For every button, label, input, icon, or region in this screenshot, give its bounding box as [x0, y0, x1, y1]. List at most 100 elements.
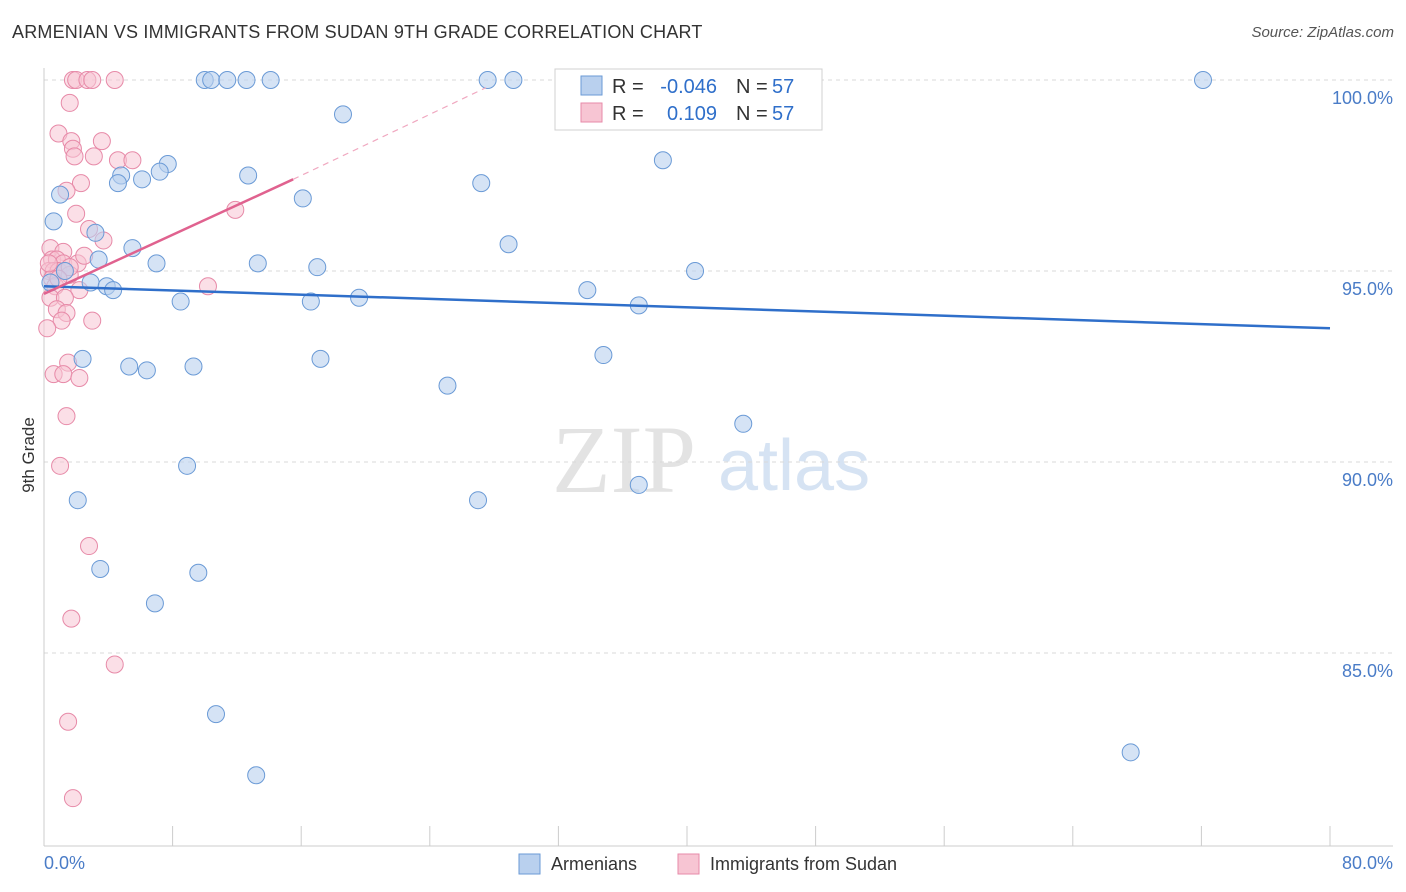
sudan-point	[105, 655, 124, 674]
sudan-point	[83, 71, 102, 89]
legend-n-label-1: N =	[736, 76, 768, 98]
sudan-point	[60, 93, 79, 112]
sudan-point	[123, 151, 142, 170]
armenians-point	[472, 174, 491, 193]
armenians-point	[499, 235, 518, 254]
armenians-point	[73, 349, 92, 368]
correlation-legend: R = -0.046 N = 57 R = 0.109 N = 57	[554, 68, 823, 131]
sudan-point	[52, 311, 71, 330]
sudan-point	[65, 147, 84, 166]
armenians-point	[108, 174, 127, 193]
trend-lines	[43, 87, 1331, 330]
armenians-trend-line	[43, 285, 1331, 330]
bottom-legend-swatch-sudan	[677, 853, 700, 875]
armenians-point	[438, 376, 457, 395]
armenians-point	[145, 594, 164, 613]
legend-n-value-1: 57	[772, 76, 794, 98]
armenians-point	[504, 71, 523, 89]
armenians-point	[55, 262, 74, 280]
armenians-point	[207, 705, 226, 724]
sudan-point	[70, 368, 89, 387]
armenians-point	[478, 71, 497, 89]
sudan-point	[59, 712, 78, 731]
armenians-point	[184, 357, 203, 376]
sudan-point	[67, 204, 86, 223]
armenians-point	[1121, 743, 1140, 762]
armenians-point	[120, 357, 139, 376]
legend-r-label-2: R =	[612, 103, 644, 125]
y-tick-label-90: 90.0%	[1342, 470, 1393, 490]
armenians-point	[293, 189, 312, 208]
armenians-point	[137, 361, 156, 380]
armenians-point	[686, 262, 705, 280]
armenians-point	[261, 71, 280, 89]
armenians-point	[202, 71, 221, 89]
sudan-point	[62, 609, 81, 628]
armenians-point	[51, 185, 70, 204]
sudan-point	[80, 537, 99, 556]
armenians-point	[653, 151, 672, 170]
series-armenians-points	[41, 71, 1213, 785]
x-tick-label-left: 0.0%	[44, 853, 85, 873]
armenians-point	[218, 71, 237, 89]
armenians-point	[237, 71, 256, 89]
sudan-point	[54, 365, 73, 384]
sudan-point	[51, 456, 70, 475]
armenians-point	[578, 281, 597, 300]
chart-title: ARMENIAN VS IMMIGRANTS FROM SUDAN 9TH GR…	[12, 22, 703, 42]
armenians-point	[1194, 71, 1213, 89]
bottom-legend-sudan: Immigrants from Sudan	[710, 854, 897, 874]
legend-r-value-1: -0.046	[660, 76, 717, 98]
sudan-point	[38, 319, 57, 338]
armenians-point	[333, 105, 352, 124]
legend-r-value-2: 0.109	[667, 103, 717, 125]
legend-n-label-2: N =	[736, 103, 768, 125]
armenians-point	[44, 212, 63, 231]
y-tick-label-95: 95.0%	[1342, 279, 1393, 299]
armenians-point	[171, 292, 190, 311]
y-tick-label-100: 100.0%	[1332, 88, 1393, 108]
series-legend: Armenians Immigrants from Sudan	[518, 853, 897, 875]
watermark-zip: ZIP	[552, 406, 696, 513]
sudan-point	[84, 147, 103, 166]
armenians-point	[189, 563, 208, 582]
armenians-point	[133, 170, 152, 189]
armenians-point	[248, 254, 267, 273]
armenians-point	[308, 258, 327, 277]
armenians-point	[247, 766, 266, 785]
armenians-point	[68, 491, 87, 510]
bottom-legend-swatch-armenians	[518, 853, 541, 875]
watermark-atlas: atlas	[718, 426, 870, 506]
gridlines	[44, 79, 1393, 654]
y-tick-labels: 85.0% 90.0% 95.0% 100.0%	[1332, 88, 1393, 681]
sudan-point	[92, 132, 111, 151]
sudan-trend-extension	[292, 87, 487, 180]
legend-n-value-2: 57	[772, 103, 794, 125]
axes	[43, 68, 1393, 847]
legend-r-label-1: R =	[612, 76, 644, 98]
sudan-point	[63, 789, 82, 808]
armenians-point	[629, 475, 648, 494]
armenians-point	[104, 281, 123, 300]
armenians-point	[147, 254, 166, 273]
armenians-point	[150, 162, 169, 181]
armenians-point	[594, 346, 613, 365]
y-axis-title: 9th Grade	[19, 417, 38, 493]
source-label: Source: ZipAtlas.com	[1251, 24, 1394, 41]
sudan-point	[83, 311, 102, 330]
armenians-point	[91, 559, 110, 578]
bottom-legend-armenians: Armenians	[551, 854, 637, 874]
y-tick-label-85: 85.0%	[1342, 661, 1393, 681]
armenians-point	[311, 349, 330, 368]
armenians-point	[86, 223, 105, 242]
armenians-point	[178, 456, 197, 475]
legend-swatch-armenians	[580, 75, 603, 96]
armenians-point	[469, 491, 488, 510]
sudan-point	[105, 71, 124, 89]
sudan-trend-line	[43, 178, 294, 296]
armenians-point	[301, 292, 320, 311]
sudan-point	[39, 254, 58, 273]
armenians-point	[734, 414, 753, 433]
armenians-point	[239, 166, 258, 185]
